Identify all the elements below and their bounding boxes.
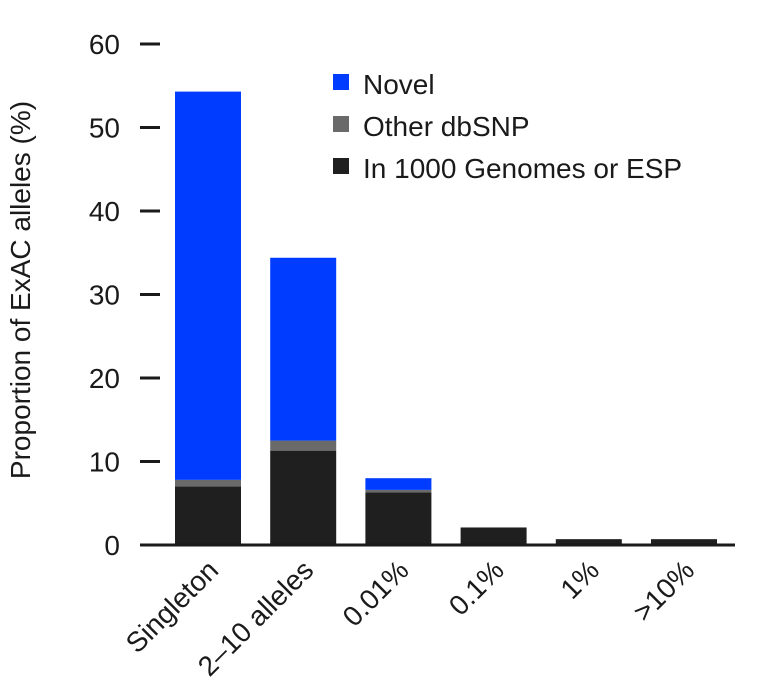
legend-label: Novel <box>363 69 435 100</box>
y-tick-label: 40 <box>89 196 120 227</box>
legend: Novel Other dbSNP In 1000 Genomes or ESP <box>333 69 682 184</box>
y-tick-label: 20 <box>89 363 120 394</box>
legend-label: In 1000 Genomes or ESP <box>363 153 682 184</box>
x-tick-label: 0.1% <box>443 554 510 621</box>
bar-segment <box>651 539 717 545</box>
y-tick-label: 60 <box>89 29 120 60</box>
bar-segment <box>365 478 432 490</box>
y-tick-label: 10 <box>89 447 120 478</box>
legend-label: Other dbSNP <box>363 111 530 142</box>
x-tick-label: 0.01% <box>337 554 415 632</box>
y-tick-label: 30 <box>89 280 120 311</box>
y-axis: 0 10 20 30 40 50 60 <box>89 29 160 561</box>
y-tick-label: 0 <box>104 530 120 561</box>
bar-segment <box>175 479 241 487</box>
bar-segment <box>555 539 622 545</box>
bar-segment <box>365 492 432 545</box>
x-tick-label: >10% <box>627 554 700 627</box>
bar-segment <box>365 489 432 493</box>
legend-swatch <box>333 74 349 90</box>
x-tick-label: 1% <box>555 554 606 605</box>
y-tick-label: 50 <box>89 113 120 144</box>
legend-swatch <box>333 116 349 132</box>
bar-segment <box>175 91 241 480</box>
bar-segment <box>270 440 337 451</box>
legend-swatch <box>333 158 349 174</box>
bar-segment <box>270 450 337 545</box>
bars <box>175 91 717 545</box>
y-axis-label: Proportion of ExAC alleles (%) <box>5 101 36 479</box>
bar-segment <box>460 527 527 545</box>
bar-segment <box>270 257 337 441</box>
bar-segment <box>175 486 241 545</box>
